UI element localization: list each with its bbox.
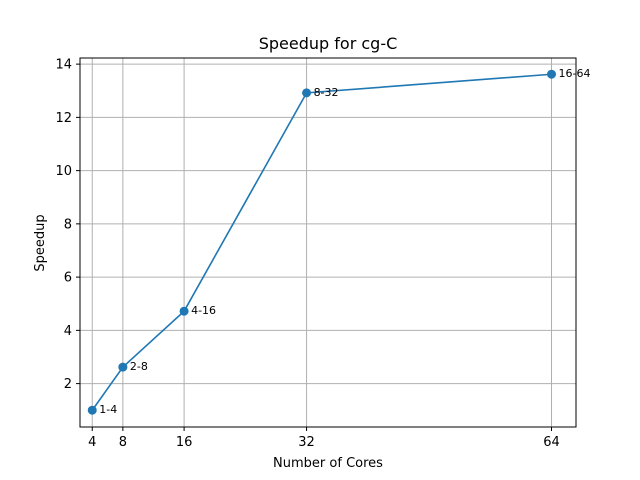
y-tick-label: 10 bbox=[55, 164, 72, 179]
data-point-label: 4-16 bbox=[191, 304, 216, 317]
data-point-label: 2-8 bbox=[130, 360, 148, 373]
x-tick-label: 8 bbox=[119, 435, 127, 450]
chart-title: Speedup for cg-C bbox=[259, 34, 398, 53]
x-tick-label: 64 bbox=[543, 435, 560, 450]
series-line bbox=[91, 73, 552, 411]
data-point-label: 16-64 bbox=[559, 67, 591, 80]
plot-frame bbox=[79, 57, 577, 428]
data-point-label: 8-32 bbox=[314, 86, 339, 99]
data-point bbox=[302, 88, 312, 98]
y-tick-label: 2 bbox=[64, 377, 72, 392]
data-point bbox=[118, 362, 128, 372]
y-tick-label: 4 bbox=[64, 324, 72, 339]
x-axis-label: Number of Cores bbox=[273, 456, 383, 471]
y-tick-label: 14 bbox=[55, 58, 72, 73]
series-layer: 1-4 2-8 4-16 8-32 16-64 bbox=[87, 67, 591, 416]
data-point bbox=[87, 405, 97, 415]
x-tick-label: 4 bbox=[88, 435, 96, 450]
data-point-label: 1-4 bbox=[99, 403, 117, 416]
y-tick-label: 8 bbox=[64, 217, 72, 232]
data-point bbox=[179, 306, 189, 316]
axis-ticks: 4 8 16 32 64 2 4 6 8 10 12 14 bbox=[55, 58, 559, 450]
y-tick-label: 6 bbox=[64, 271, 72, 286]
x-tick-label: 32 bbox=[298, 435, 315, 450]
y-tick-label: 12 bbox=[55, 111, 72, 126]
x-tick-label: 16 bbox=[176, 435, 193, 450]
grid-lines bbox=[80, 58, 576, 427]
y-axis-label: Speedup bbox=[33, 214, 48, 271]
data-point bbox=[547, 69, 557, 79]
